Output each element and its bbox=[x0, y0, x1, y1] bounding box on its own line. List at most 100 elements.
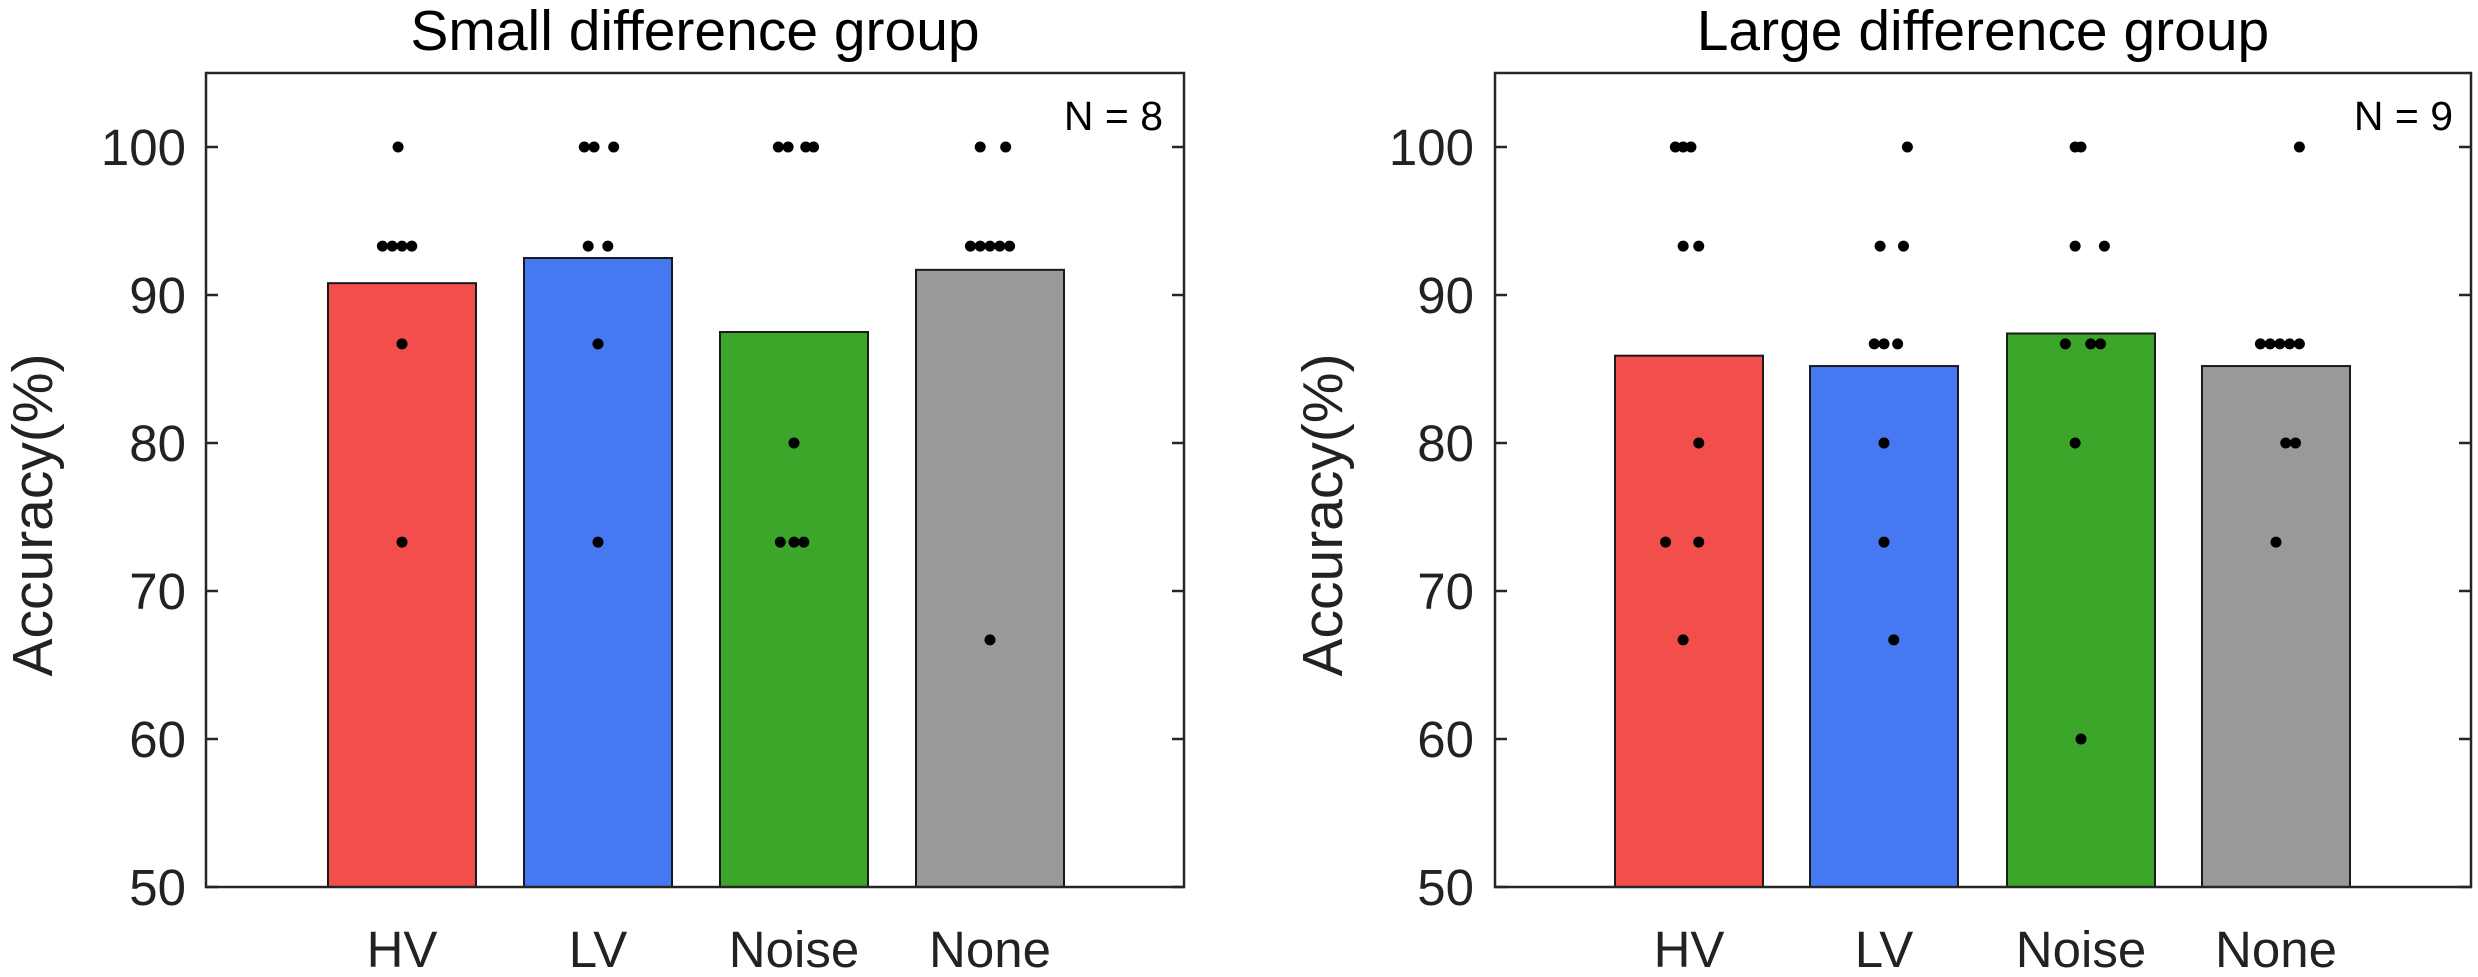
data-point bbox=[2270, 536, 2282, 548]
data-point bbox=[396, 240, 408, 252]
y-tick-label: 70 bbox=[129, 563, 186, 620]
panel-small-difference: Small difference group Accuracy(%) N = 8… bbox=[1, 0, 1186, 977]
x-tick-labels: HV LV Noise None bbox=[367, 921, 1051, 977]
y-tick-label: 70 bbox=[1417, 563, 1474, 620]
data-point bbox=[964, 240, 976, 252]
data-point bbox=[788, 536, 800, 548]
data-point bbox=[2085, 338, 2097, 350]
data-point bbox=[578, 141, 590, 153]
data-point bbox=[1874, 240, 1886, 252]
y-tick-label: 100 bbox=[1389, 119, 1474, 176]
data-point bbox=[1000, 141, 1012, 153]
x-tick-label: LV bbox=[1855, 921, 1914, 977]
data-point bbox=[1669, 141, 1681, 153]
n-annotation: N = 9 bbox=[2354, 93, 2453, 139]
data-point bbox=[1677, 634, 1689, 646]
data-point bbox=[1878, 536, 1890, 548]
data-point bbox=[588, 141, 600, 153]
y-tick-label: 80 bbox=[129, 415, 186, 472]
plot-frame bbox=[1493, 71, 2473, 889]
data-point bbox=[582, 240, 594, 252]
plot-frame bbox=[204, 71, 1186, 889]
data-point bbox=[984, 634, 996, 646]
data-point bbox=[1677, 141, 1689, 153]
data-point bbox=[376, 240, 388, 252]
data-point bbox=[772, 141, 784, 153]
data-point bbox=[798, 536, 810, 548]
bar-none bbox=[2201, 365, 2351, 889]
data-point bbox=[2095, 338, 2106, 350]
data-point bbox=[602, 240, 614, 252]
bar-lv bbox=[523, 257, 673, 888]
data-point bbox=[592, 536, 604, 548]
y-ticks: 50 60 70 80 90 100 bbox=[101, 119, 1184, 916]
y-tick-label: 50 bbox=[1417, 859, 1474, 916]
data-point bbox=[386, 240, 398, 252]
data-point bbox=[2075, 733, 2087, 745]
x-tick-label: Noise bbox=[2016, 921, 2146, 977]
bar-none bbox=[915, 268, 1065, 888]
data-point bbox=[2098, 240, 2110, 252]
data-point bbox=[994, 240, 1006, 252]
data-point bbox=[2293, 338, 2305, 350]
data-point bbox=[1660, 536, 1672, 548]
n-annotation: N = 8 bbox=[1064, 93, 1163, 139]
data-point bbox=[392, 141, 404, 153]
panel-title: Large difference group bbox=[1697, 0, 2270, 63]
y-tick-label: 80 bbox=[1417, 415, 1474, 472]
y-axis-label: Accuracy(%) bbox=[1291, 353, 1355, 676]
panel-title: Small difference group bbox=[410, 0, 979, 63]
data-point bbox=[2293, 141, 2305, 153]
data-point bbox=[1677, 240, 1689, 252]
x-tick-label: HV bbox=[367, 921, 438, 977]
data-point bbox=[1878, 437, 1890, 449]
y-tick-label: 60 bbox=[1417, 711, 1474, 768]
data-point bbox=[2290, 437, 2301, 449]
data-point bbox=[592, 338, 604, 350]
x-tick-label: LV bbox=[569, 921, 628, 977]
bar-group bbox=[327, 257, 1065, 889]
bar-noise bbox=[2006, 332, 2156, 889]
y-tick-label: 90 bbox=[129, 267, 186, 324]
data-point bbox=[1693, 240, 1705, 252]
data-point bbox=[2274, 338, 2286, 350]
data-point bbox=[1888, 634, 1900, 646]
data-point bbox=[782, 141, 794, 153]
data-point bbox=[1693, 536, 1705, 548]
data-point bbox=[2069, 437, 2081, 449]
data-point bbox=[2069, 240, 2081, 252]
data-point bbox=[2280, 437, 2292, 449]
y-tick-label: 90 bbox=[1417, 267, 1474, 324]
data-point bbox=[984, 240, 996, 252]
data-point bbox=[2254, 338, 2266, 350]
y-tick-label: 60 bbox=[129, 711, 186, 768]
data-point bbox=[1685, 141, 1697, 153]
y-axis-label: Accuracy(%) bbox=[1, 353, 65, 676]
data-point bbox=[1878, 338, 1890, 350]
data-point bbox=[808, 141, 820, 153]
data-point bbox=[1693, 437, 1705, 449]
data-point bbox=[974, 141, 986, 153]
data-point bbox=[1892, 338, 1904, 350]
bar-hv bbox=[1614, 354, 1764, 888]
data-point bbox=[2075, 141, 2087, 153]
point-group bbox=[376, 141, 1016, 646]
data-point bbox=[1004, 240, 1016, 252]
x-tick-labels: HV LV Noise None bbox=[1654, 921, 2337, 977]
data-point bbox=[2284, 338, 2296, 350]
x-tick-label: HV bbox=[1654, 921, 1725, 977]
data-point bbox=[406, 240, 418, 252]
bar-hv bbox=[327, 282, 477, 889]
data-point bbox=[788, 437, 800, 449]
y-ticks: 50 60 70 80 90 100 bbox=[1389, 119, 2471, 916]
data-point bbox=[2264, 338, 2276, 350]
data-point bbox=[1901, 141, 1913, 153]
data-point bbox=[608, 141, 620, 153]
x-tick-label: None bbox=[929, 921, 1051, 977]
y-tick-label: 100 bbox=[101, 119, 186, 176]
x-tick-label: Noise bbox=[729, 921, 859, 977]
data-point bbox=[800, 141, 812, 153]
data-point bbox=[2059, 338, 2071, 350]
y-tick-label: 50 bbox=[129, 859, 186, 916]
x-tick-label: None bbox=[2215, 921, 2337, 977]
